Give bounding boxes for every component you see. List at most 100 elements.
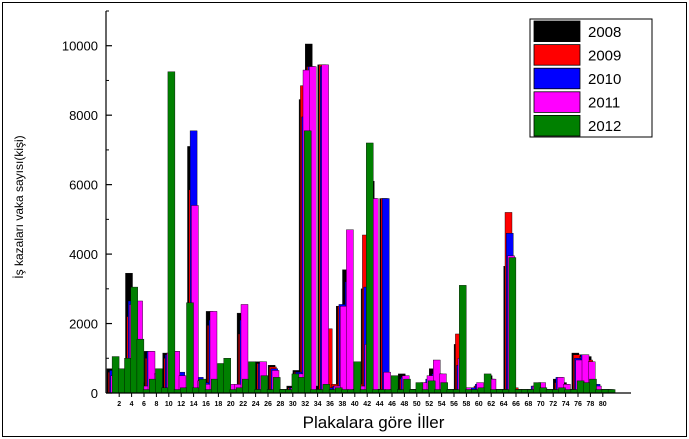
x-tick-label: 22 — [239, 401, 247, 408]
x-tick-label: 18 — [215, 401, 223, 408]
bar-2012-69 — [533, 382, 541, 394]
x-tick-label: 12 — [177, 401, 185, 408]
bars-layer — [106, 43, 616, 394]
bar-2012-35 — [322, 384, 331, 394]
y-tick-label: 0 — [91, 386, 98, 401]
bar-2010-45 — [382, 198, 390, 394]
bar-2012-48 — [403, 378, 411, 394]
bar-2012-61 — [483, 373, 492, 394]
bar-2012-15 — [198, 378, 207, 394]
x-tick-label: 50 — [413, 401, 421, 408]
x-tick-label: 26 — [264, 401, 272, 408]
bar-2012-40 — [353, 361, 362, 394]
bar-2012-50 — [415, 382, 424, 394]
x-tick-label: 24 — [252, 401, 260, 408]
bar-2012-18 — [217, 363, 225, 394]
x-tick-label: 10 — [165, 401, 173, 408]
bar-2012-13 — [186, 302, 194, 394]
legend-label-2009: 2009 — [588, 47, 621, 64]
bar-2011-39 — [346, 229, 354, 394]
bar-2012-4 — [130, 286, 138, 394]
bar-2012-21 — [235, 387, 244, 394]
bar-2012-32 — [304, 130, 312, 394]
bar-2011-35 — [321, 64, 329, 394]
bar-2012-76 — [576, 380, 585, 394]
y-tick-label: 4000 — [69, 247, 98, 262]
x-tick-label: 64 — [500, 401, 508, 408]
bar-2012-1 — [111, 356, 120, 394]
x-tick-label: 34 — [314, 401, 322, 408]
bar-2012-23 — [248, 361, 256, 394]
x-tick-label: 80 — [599, 401, 607, 408]
x-tick-label: 28 — [277, 401, 285, 408]
bar-2012-73 — [558, 387, 566, 394]
x-tick-label: 62 — [487, 401, 495, 408]
bar-2012-19 — [223, 358, 231, 394]
x-tick-label: 38 — [339, 401, 347, 408]
bar-2012-12 — [180, 387, 188, 394]
bar-2012-42 — [366, 142, 374, 394]
legend: 2008 2009 2010 2011 2012 — [529, 18, 653, 138]
x-tick-label: 56 — [450, 401, 458, 408]
bar-2012-78 — [589, 378, 597, 394]
bar-2012-52 — [428, 380, 436, 394]
x-tick-label: 68 — [525, 401, 533, 408]
bar-2012-27 — [273, 377, 281, 394]
bar-2012-37 — [335, 387, 343, 394]
bar-2012-5 — [136, 338, 145, 394]
x-tick-label: 66 — [512, 401, 520, 408]
y-axis-title: İş kazaları vaka sayısı(kişi) — [12, 135, 26, 278]
x-tick-label: 48 — [401, 401, 409, 408]
x-tick-label: 4 — [130, 401, 134, 408]
y-tick-label: 2000 — [69, 317, 98, 332]
x-tick-label: 30 — [289, 401, 297, 408]
bar-2012-3 — [124, 358, 132, 394]
bar-2012-77 — [583, 382, 591, 394]
x-tick-label: 16 — [202, 401, 210, 408]
x-tick-label: 60 — [475, 401, 483, 408]
bar-2012-9 — [161, 387, 169, 394]
x-tick-label: 76 — [574, 401, 582, 408]
bar-2012-14 — [192, 387, 200, 394]
bar-2012-65 — [508, 257, 517, 394]
bar-2012-22 — [242, 378, 250, 394]
bar-2012-8 — [155, 368, 163, 394]
bar-2012-25 — [260, 375, 269, 394]
x-tick-label: 2 — [117, 401, 121, 408]
x-tick-label: 52 — [425, 401, 433, 408]
legend-swatch-2010 — [533, 67, 581, 90]
bar-2012-17 — [211, 378, 219, 394]
bar-2012-54 — [440, 382, 448, 394]
legend-label-2012: 2012 — [588, 118, 621, 135]
legend-swatch-2009 — [533, 44, 581, 66]
bar-2012-30 — [291, 373, 300, 394]
x-tick-label: 72 — [549, 401, 557, 408]
x-tick-label: 8 — [154, 401, 158, 408]
legend-swatch-2008 — [533, 20, 581, 43]
y-tick-label: 10000 — [62, 39, 98, 54]
y-tick-label: 8000 — [69, 108, 98, 123]
bar-2012-2 — [118, 368, 126, 394]
x-tick-label: 14 — [190, 401, 198, 408]
x-tick-label: 40 — [351, 401, 359, 408]
x-tick-label: 70 — [537, 401, 545, 408]
x-tick-label: 54 — [438, 401, 446, 408]
bar-2012-46 — [390, 375, 399, 394]
bar-2012-31 — [297, 377, 306, 394]
y-tick-label: 6000 — [69, 178, 98, 193]
bar-2012-10 — [167, 71, 176, 394]
x-tick-label: 32 — [301, 401, 309, 408]
bar-2011-38 — [340, 305, 348, 394]
x-tick-label: 36 — [326, 401, 334, 408]
x-tick-label: 46 — [388, 401, 396, 408]
legend-swatch-2012 — [533, 115, 581, 137]
x-tick-label: 78 — [587, 401, 595, 408]
x-tick-label: 42 — [363, 401, 371, 408]
legend-label-2008: 2008 — [588, 24, 621, 41]
x-tick-label: 6 — [142, 401, 146, 408]
bar-2012-60 — [477, 387, 486, 394]
bar-2012-7 — [149, 378, 157, 394]
